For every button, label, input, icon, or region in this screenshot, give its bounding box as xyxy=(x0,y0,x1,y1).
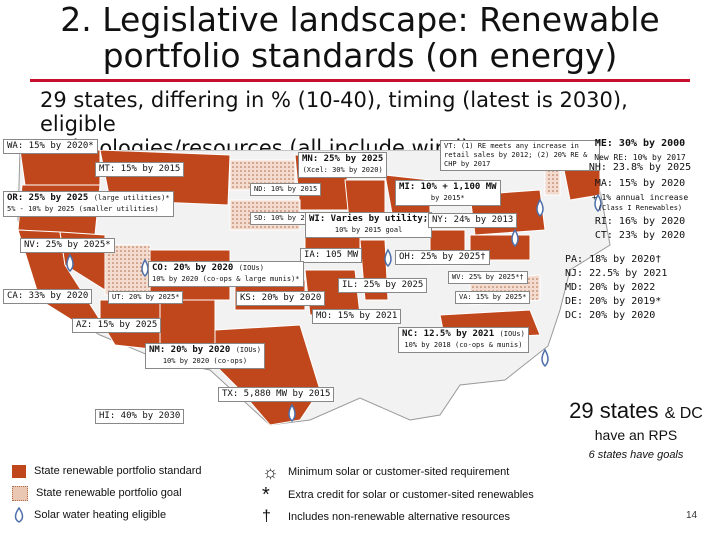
label-nc-note: (IOUs) xyxy=(499,330,525,338)
label-or: OR: 25% by 2025 (large utilities)* 5% - 1… xyxy=(3,191,174,217)
label-il: IL: 25% by 2025 xyxy=(338,278,428,293)
label-wi: WI: Varies by utility; 10% by 2015 goal xyxy=(305,212,433,238)
right-me-sub: New RE: 10% by 2017 xyxy=(594,153,686,162)
legend-right: ☼ Minimum solar or customer-sited require… xyxy=(262,460,534,528)
water-drop-icon xyxy=(66,253,74,273)
label-nc-main: NC: 12.5% by 2021 xyxy=(402,329,495,339)
label-wi-sub: 10% by 2015 goal xyxy=(334,226,403,234)
label-nm-main: NM: 20% by 2020 xyxy=(149,345,231,355)
page-number: 14 xyxy=(686,510,698,521)
right-ri: RI: 16% by 2020 xyxy=(594,216,686,227)
water-drop-icon xyxy=(536,198,544,218)
label-mn: MN: 25% by 2025 (Xcel: 30% by 2020) xyxy=(298,152,388,178)
sun-icon: ☼ xyxy=(262,461,279,482)
summary-count: 29 states xyxy=(569,398,659,423)
label-co: CO: 20% by 2020 (IOUs) 10% by 2020 (co-op… xyxy=(148,261,304,287)
right-nh: NH: 23.8% by 2025 xyxy=(588,162,692,173)
label-or-sub: 5% - 10% by 2025 (smaller utilities) xyxy=(7,205,159,213)
water-drop-icon xyxy=(288,403,296,423)
label-mn-main: MN: 25% by 2025 xyxy=(302,154,384,164)
label-ks: KS: 20% by 2020 xyxy=(236,291,326,306)
right-ct: CT: 23% by 2020 xyxy=(594,230,686,241)
right-pa: PA: 18% by 2020† xyxy=(565,254,662,265)
right-nj: NJ: 22.5% by 2021 xyxy=(565,268,668,279)
label-co-main: CO: 20% by 2020 xyxy=(152,263,234,273)
legend-extra-credit: Extra credit for solar or customer-sited… xyxy=(288,489,534,501)
water-drop-icon xyxy=(14,507,24,523)
legend-standard: State renewable portfolio standard xyxy=(34,465,202,477)
label-mi-sub: by 2015* xyxy=(430,194,465,202)
title-line-2: portfolio standards (on energy) xyxy=(102,36,618,75)
label-wi-main: WI: Varies by utility; xyxy=(309,214,429,224)
label-mi-main: MI: 10% + 1,100 MW xyxy=(399,182,497,192)
summary-amp: & DC xyxy=(664,405,703,422)
water-drop-icon xyxy=(594,193,602,213)
label-co-note: (IOUs) xyxy=(238,264,264,272)
right-me: ME: 30% by 2000 xyxy=(594,138,686,149)
water-drop-icon xyxy=(541,348,549,368)
right-ma: MA: 15% by 2020 xyxy=(594,178,686,189)
right-de: DE: 20% by 2019* xyxy=(565,296,662,307)
label-az: AZ: 15% by 2025 xyxy=(72,318,162,333)
label-sd: SD: 10% by 2015 xyxy=(250,212,322,225)
legend-solar-min: Minimum solar or customer-sited requirem… xyxy=(288,466,510,478)
slide-title: 2. Legislative landscape: Renewable port… xyxy=(0,2,720,74)
label-mi: MI: 10% + 1,100 MW by 2015* xyxy=(395,180,501,206)
label-va: VA: 15% by 2025* xyxy=(455,291,531,304)
label-vt: VT: (1) RE meets any increase in retail … xyxy=(440,140,600,171)
label-nc-sub: 10% by 2018 (co-ops & munis) xyxy=(404,341,523,349)
right-column: ME: 30% by 2000 New RE: 10% by 2017 NH: … xyxy=(565,138,715,324)
label-oh: OH: 25% by 2025† xyxy=(395,250,490,265)
label-nm-sub: 10% by 2020 (co-ops) xyxy=(162,357,248,365)
label-ca: CA: 33% by 2020 xyxy=(3,289,93,304)
summary-line2: have an RPS xyxy=(594,427,678,443)
label-wa: WA: 15% by 2020* xyxy=(3,139,98,154)
label-nv: NV: 25% by 2025* xyxy=(20,238,115,253)
water-drop-icon xyxy=(511,228,519,248)
label-ny: NY: 24% by 2013 xyxy=(428,213,518,228)
right-ma-sub1: + 1% annual increase xyxy=(591,193,689,202)
label-ia: IA: 105 MW xyxy=(300,248,363,263)
label-tx: TX: 5,880 MW by 2015 xyxy=(218,387,335,402)
asterisk-icon: * xyxy=(262,483,270,506)
water-drop-icon xyxy=(384,248,392,268)
label-hi: HI: 40% by 2030 xyxy=(95,409,185,424)
label-nc: NC: 12.5% by 2021 (IOUs) 10% by 2018 (co-… xyxy=(398,327,529,353)
legend-goal-swatch xyxy=(12,485,28,501)
dagger-icon: † xyxy=(262,508,271,525)
title-underline xyxy=(30,79,690,82)
label-or-main: OR: 25% by 2025 xyxy=(7,193,89,203)
label-nm: NM: 20% by 2020 (IOUs) 10% by 2020 (co-op… xyxy=(145,343,265,369)
label-nd: ND: 10% by 2015 xyxy=(250,183,322,196)
legend-solar-water: Solar water heating eligible xyxy=(34,509,167,521)
summary-goals: 6 states have goals xyxy=(588,449,684,461)
label-co-sub: 10% by 2020 (co-ops & large munis)* xyxy=(152,275,300,283)
subtitle-line-1: 29 states, differing in % (10-40), timin… xyxy=(40,88,628,136)
legend: State renewable portfolio standard State… xyxy=(12,460,202,526)
legend-goal: State renewable portfolio goal xyxy=(36,487,182,499)
label-mn-sub: (Xcel: 30% by 2020) xyxy=(302,166,383,174)
right-md: MD: 20% by 2022 xyxy=(565,282,656,293)
right-ma-sub2: (Class I Renewables) xyxy=(597,204,683,212)
label-nm-note: (IOUs) xyxy=(235,346,261,354)
label-or-note: (large utilities)* xyxy=(93,194,170,202)
title-line-1: 2. Legislative landscape: Renewable xyxy=(60,0,660,39)
state-wa xyxy=(19,150,101,186)
state-vt xyxy=(544,169,561,196)
label-mt: MT: 15% by 2015 xyxy=(95,162,185,177)
legend-standard-swatch xyxy=(12,464,26,478)
legend-non-renewable: Includes non-renewable alternative resou… xyxy=(288,511,510,523)
label-wv: WV: 25% by 2025*† xyxy=(448,271,528,284)
state-tx xyxy=(214,324,321,426)
summary-box: 29 states & DC have an RPS 6 states have… xyxy=(556,398,716,461)
label-mo: MO: 15% by 2021 xyxy=(312,309,402,324)
right-dc: DC: 20% by 2020 xyxy=(565,310,656,321)
water-drop-icon xyxy=(141,258,149,278)
label-ut: UT: 20% by 2025* xyxy=(108,291,184,304)
